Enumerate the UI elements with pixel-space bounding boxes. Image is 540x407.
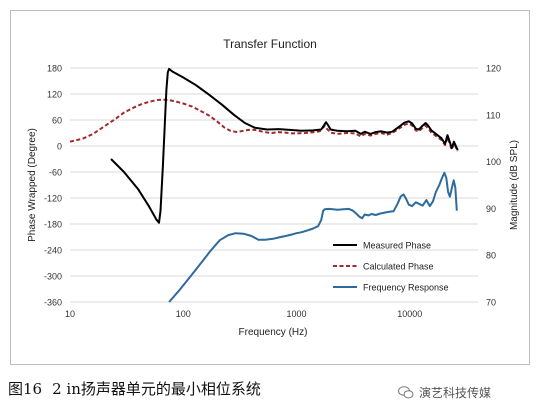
y-left-tick-label: 0 — [57, 142, 62, 152]
watermark: 演艺科技传媒 — [398, 384, 491, 401]
legend: Measured Phase Calculated Phase Frequency … — [333, 241, 449, 293]
x-tick-label: 1000 — [287, 309, 307, 319]
y-left-tick-label: 120 — [47, 90, 62, 100]
y-right-tick-label: 100 — [486, 157, 501, 167]
series-lines — [69, 67, 459, 303]
figure-caption-text: 2 in扬声器单元的最小相位系统 — [52, 380, 261, 398]
y-left-tick-label: -120 — [44, 194, 62, 204]
y-right-tick-labels: 120 110 100 90 80 70 — [486, 64, 501, 308]
transfer-function-chart: Transfer Function 180 120 60 0 -60 -120 -180 -2… — [27, 37, 520, 338]
grid-lines — [70, 67, 478, 303]
y-left-tick-labels: 180 120 60 0 -60 -120 -180 -240 -300 -360 — [44, 64, 62, 308]
y-left-tick-label: -180 — [44, 220, 62, 230]
y-right-tick-label: 80 — [486, 251, 496, 261]
frequency-response-line — [168, 171, 458, 303]
calculated-phase-line — [69, 98, 459, 152]
y-right-tick-label: 70 — [486, 298, 496, 308]
y-right-tick-label: 120 — [486, 64, 501, 74]
legend-label: Frequency Response — [363, 283, 449, 293]
figure-label: 图16 — [8, 380, 43, 398]
legend-label: Measured Phase — [363, 241, 431, 251]
measured-phase-line — [110, 67, 459, 224]
figure-caption: 图16 2 in扬声器单元的最小相位系统 — [8, 378, 261, 399]
y-left-tick-label: -300 — [44, 272, 62, 282]
legend-label: Calculated Phase — [363, 262, 434, 272]
y-left-tick-label: 180 — [47, 64, 62, 74]
chart-title: Transfer Function — [223, 37, 317, 51]
chart-frame — [10, 10, 530, 365]
y-left-tick-label: -240 — [44, 246, 62, 256]
y-left-tick-label: -60 — [49, 168, 62, 178]
y-axis-right-label: Magnitude (dB SPL) — [509, 140, 520, 230]
y-right-tick-label: 90 — [486, 204, 496, 214]
y-axis-left-label: Phase Wrapped (Degree) — [27, 128, 38, 242]
x-tick-label: 100 — [176, 309, 191, 319]
x-tick-label: 10000 — [397, 309, 422, 319]
x-tick-label: 10 — [65, 309, 75, 319]
x-tick-labels: 10 100 1000 10000 — [65, 309, 422, 319]
wechat-icon — [398, 386, 414, 399]
y-left-tick-label: 60 — [52, 116, 62, 126]
y-left-tick-label: -360 — [44, 298, 62, 308]
watermark-text: 演艺科技传媒 — [419, 386, 492, 400]
y-right-tick-label: 110 — [486, 110, 500, 120]
x-axis-label: Frequency (Hz) — [239, 327, 308, 338]
